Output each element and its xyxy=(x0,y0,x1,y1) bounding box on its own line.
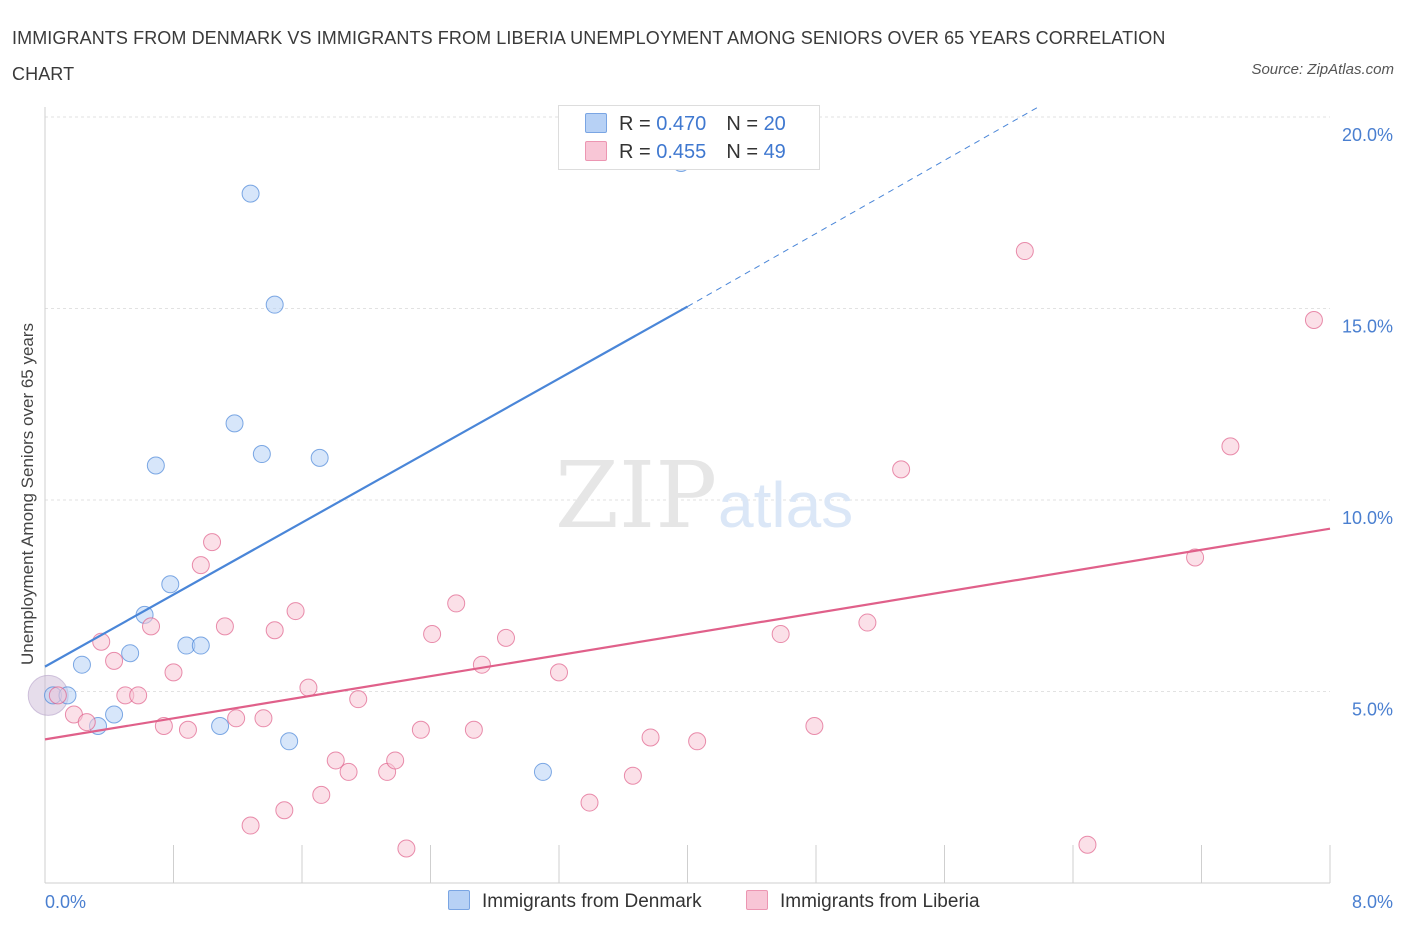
liberia-point xyxy=(411,720,430,739)
liberia-point xyxy=(1186,548,1205,567)
liberia-point xyxy=(254,709,273,728)
liberia-point xyxy=(48,686,67,705)
liberia-point xyxy=(580,793,599,812)
denmark-point xyxy=(310,448,329,467)
liberia-point xyxy=(178,720,197,739)
liberia-point xyxy=(688,732,707,751)
denmark-point xyxy=(241,184,260,203)
denmark-point xyxy=(533,762,552,781)
n-label: N = xyxy=(726,141,764,163)
liberia-point xyxy=(241,816,260,835)
denmark-point xyxy=(72,655,91,674)
legend-label-liberia: Immigrants from Liberia xyxy=(780,891,980,912)
liberia-point xyxy=(129,686,148,705)
liberia-point xyxy=(286,602,305,621)
legend-row-liberia: R = 0.455 N = 49 xyxy=(585,139,786,165)
denmark-point xyxy=(191,636,210,655)
liberia-point xyxy=(641,728,660,747)
liberia-point xyxy=(312,785,331,804)
liberia-swatch xyxy=(746,890,768,910)
liberia-point xyxy=(349,690,368,709)
denmark-point xyxy=(121,644,140,663)
liberia-point xyxy=(203,533,222,552)
liberia-point xyxy=(215,617,234,636)
chart-title: IMMIGRANTS FROM DENMARK VS IMMIGRANTS FR… xyxy=(12,28,1166,84)
liberia-point xyxy=(326,751,345,770)
legend-item-liberia[interactable]: Immigrants from Liberia xyxy=(746,890,980,914)
n-label: N = xyxy=(726,113,764,135)
x-tick-label: 0.0% xyxy=(45,892,86,912)
y-tick-label: 10.0% xyxy=(1342,508,1393,528)
n-value: 20 xyxy=(763,113,786,135)
liberia-point xyxy=(423,625,442,644)
liberia-point xyxy=(227,709,246,728)
denmark-trendline xyxy=(44,305,689,668)
denmark-point xyxy=(161,575,180,594)
liberia-point xyxy=(265,621,284,640)
watermark-atlas: atlas xyxy=(718,469,853,541)
liberia-point xyxy=(1015,242,1034,261)
liberia-point xyxy=(496,628,515,647)
liberia-point xyxy=(339,762,358,781)
denmark-point xyxy=(211,716,230,735)
liberia-point xyxy=(154,716,173,735)
liberia-point xyxy=(858,613,877,632)
liberia-point xyxy=(1078,835,1097,854)
r-value: 0.470 xyxy=(656,113,707,135)
denmark-point xyxy=(105,705,124,724)
denmark-swatch xyxy=(448,890,470,910)
correlation-legend: R = 0.470 N = 20 R = 0.455 N = 49 xyxy=(558,105,820,170)
liberia-point xyxy=(164,663,183,682)
liberia-point xyxy=(447,594,466,613)
liberia-point xyxy=(805,716,824,735)
denmark-swatch xyxy=(585,113,607,133)
liberia-point xyxy=(892,460,911,479)
series-legend: Immigrants from Denmark Immigrants from … xyxy=(0,890,1406,916)
denmark-point xyxy=(146,456,165,475)
liberia-point xyxy=(142,617,161,636)
liberia-point xyxy=(550,663,568,682)
y-tick-label: 20.0% xyxy=(1342,125,1393,145)
watermark-zip: ZIP xyxy=(555,442,717,549)
denmark-point xyxy=(280,732,299,751)
y-tick-label: 5.0% xyxy=(1352,700,1393,720)
source-label: Source: ZipAtlas.com xyxy=(1251,61,1394,78)
r-label: R = xyxy=(619,141,657,163)
liberia-point xyxy=(623,766,642,785)
liberia-point xyxy=(472,655,491,674)
x-tick-label: 8.0% xyxy=(1352,892,1393,912)
liberia-point xyxy=(299,678,318,697)
liberia-point xyxy=(464,720,483,739)
legend-row-denmark: R = 0.470 N = 20 xyxy=(585,111,786,137)
n-value: 49 xyxy=(763,141,786,163)
liberia-trendline xyxy=(44,527,1331,741)
r-label: R = xyxy=(619,113,657,135)
liberia-point xyxy=(191,556,210,575)
liberia-point xyxy=(397,839,416,858)
liberia-point xyxy=(386,751,405,770)
liberia-point xyxy=(77,713,96,732)
r-value: 0.455 xyxy=(656,141,707,163)
liberia-point xyxy=(275,801,294,820)
legend-item-denmark[interactable]: Immigrants from Denmark xyxy=(448,890,702,914)
liberia-point xyxy=(1304,310,1323,329)
liberia-swatch xyxy=(585,141,607,161)
y-tick-label: 15.0% xyxy=(1342,317,1393,337)
denmark-point xyxy=(252,445,271,464)
denmark-trendline-extension xyxy=(687,105,1042,308)
liberia-point xyxy=(771,625,790,644)
liberia-point xyxy=(1221,437,1240,456)
denmark-point xyxy=(265,295,284,314)
legend-label-denmark: Immigrants from Denmark xyxy=(482,891,702,912)
denmark-point xyxy=(225,414,244,433)
liberia-point xyxy=(105,651,124,670)
